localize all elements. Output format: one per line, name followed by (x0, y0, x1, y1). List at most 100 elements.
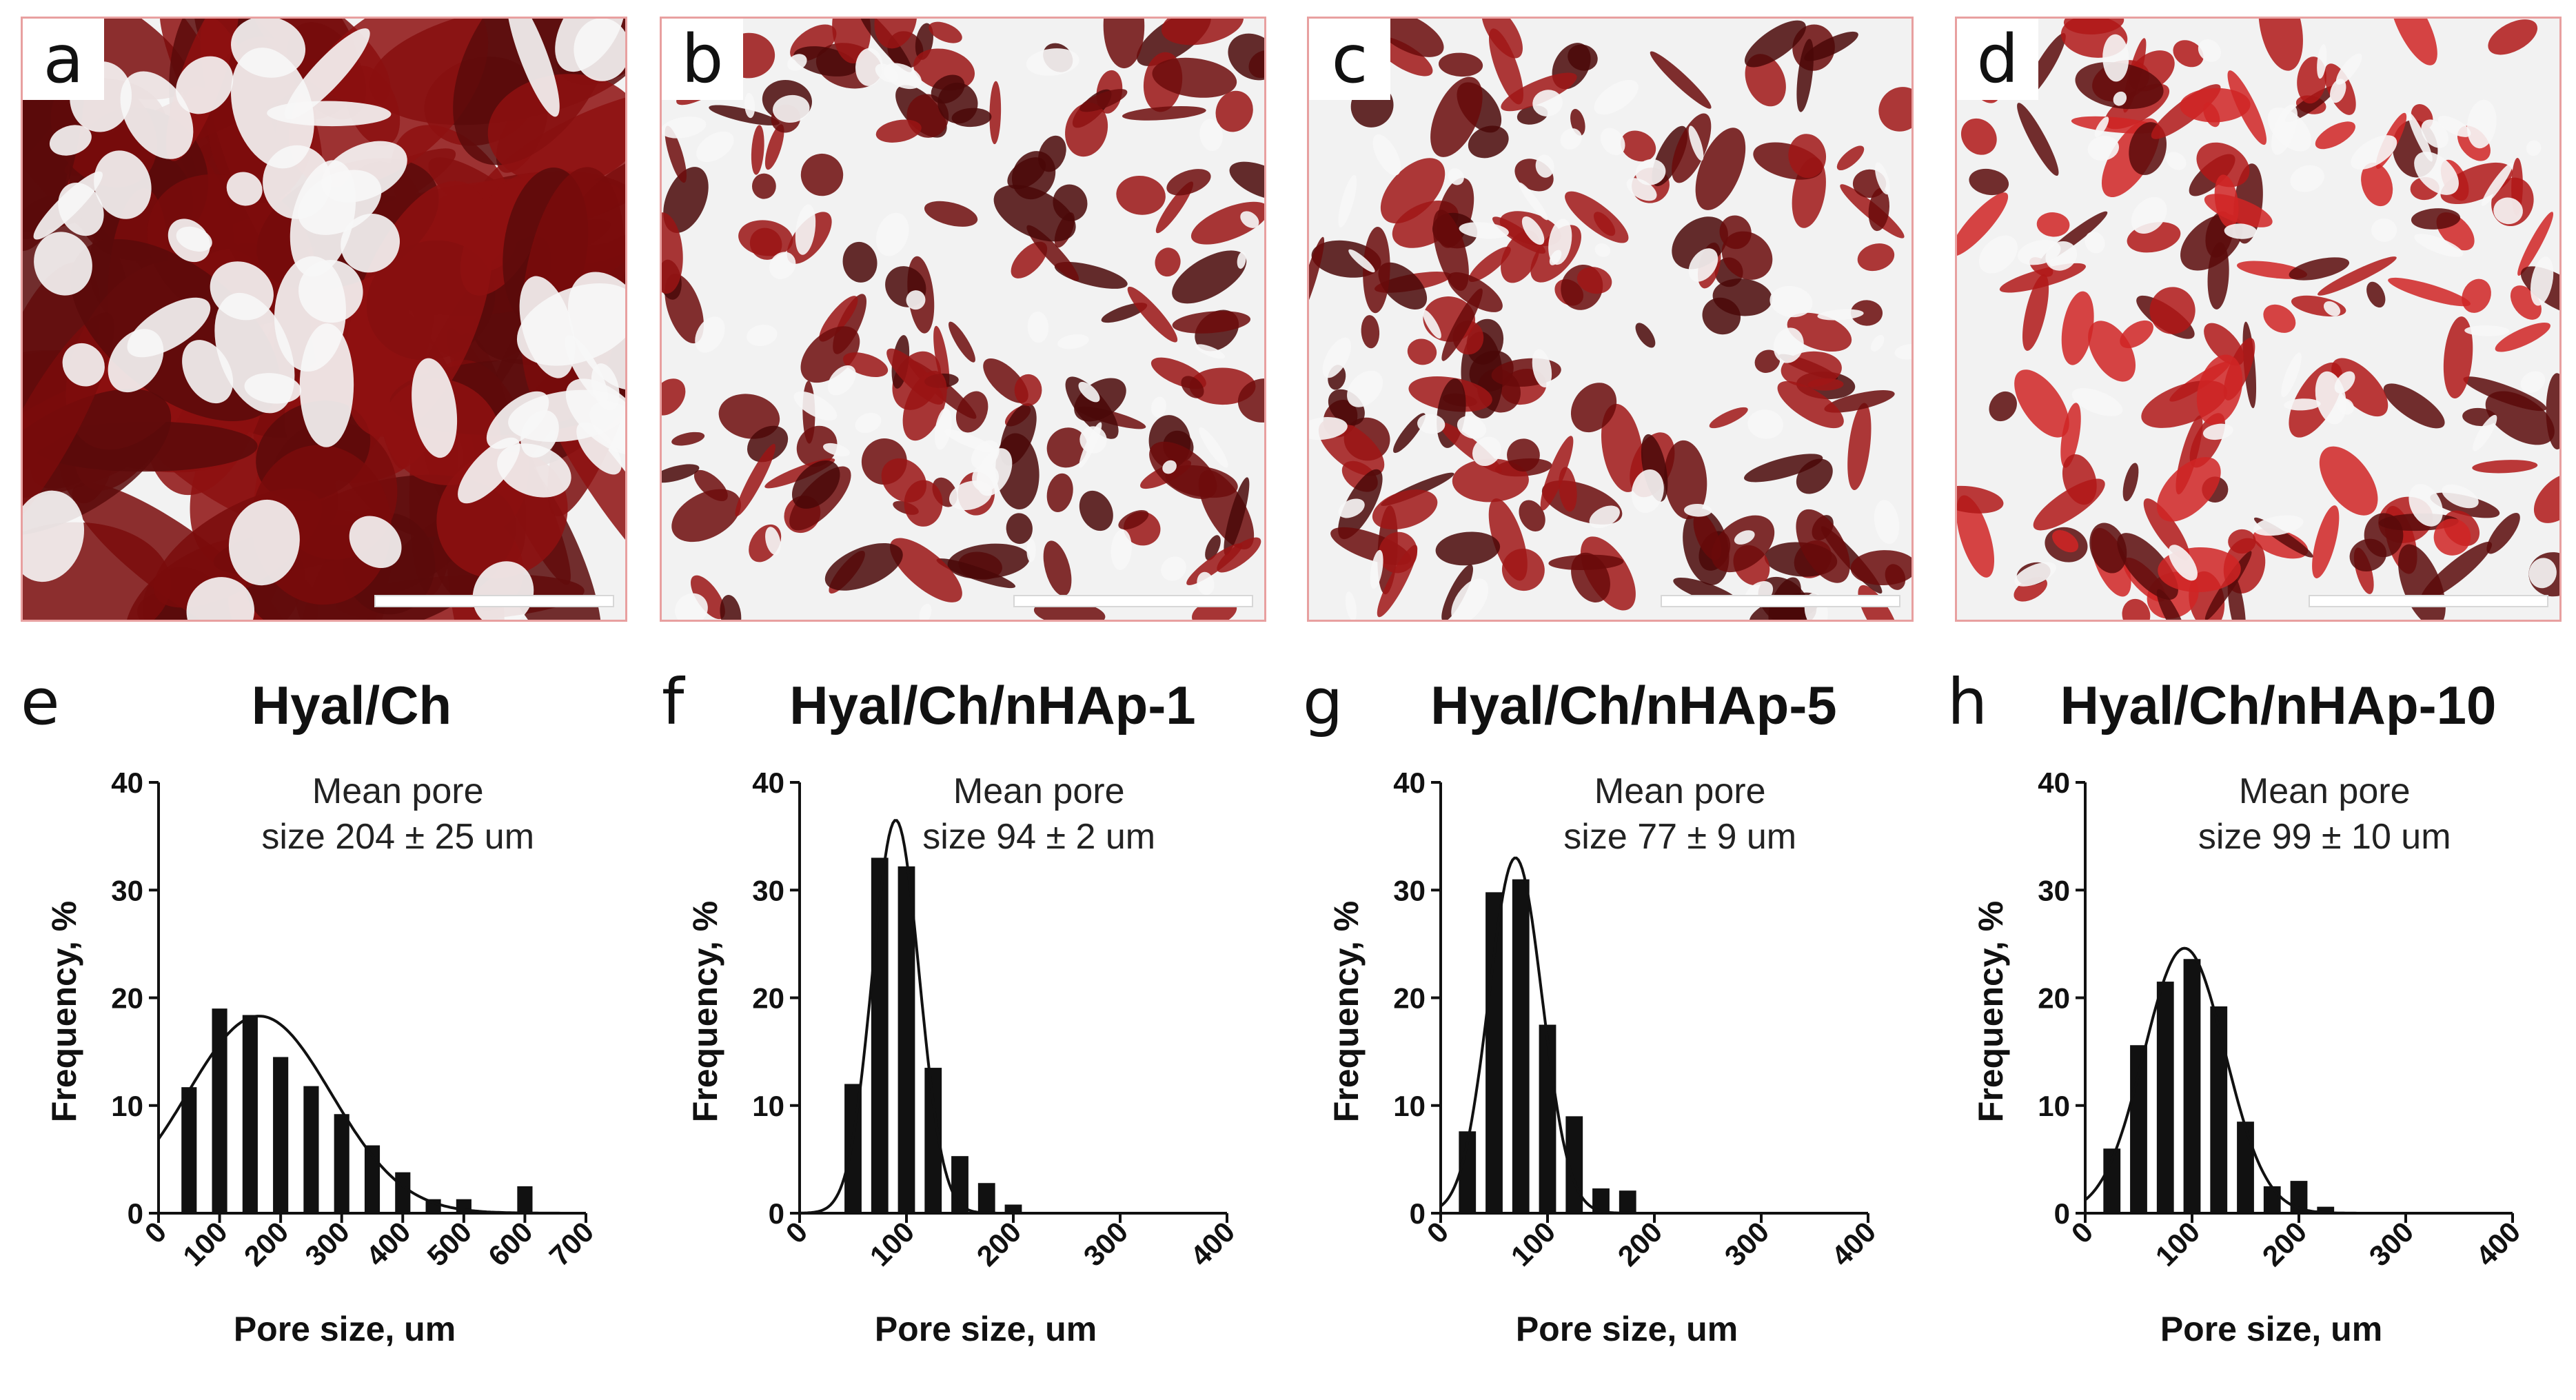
strut-blob (1519, 500, 1545, 532)
strut-blob (23, 389, 172, 536)
strut-blob (1172, 311, 1251, 334)
strut-blob (487, 74, 625, 185)
strut-blob (1989, 391, 2017, 422)
strut-blob (1101, 303, 1148, 323)
gaussian-fit-curve (2084, 946, 2513, 1215)
strut-blob (1878, 87, 1911, 132)
y-tick-label: 10 (2038, 1090, 2070, 1122)
strut-blob (1695, 128, 1746, 210)
pore-blob (1773, 327, 1804, 363)
strut-blob (1492, 216, 1546, 254)
strut-blob (1116, 175, 1166, 215)
pore-blob (1026, 48, 1079, 76)
strut-blob (1804, 31, 1858, 61)
strut-blob (1363, 227, 1390, 314)
x-tick-label: 100 (864, 1215, 921, 1272)
histogram-bar (395, 1172, 411, 1213)
y-tick-label: 20 (2038, 982, 2070, 1015)
strut-blob (1507, 438, 1540, 472)
strut-blob (1540, 436, 1574, 511)
strut-blob (1468, 125, 1509, 159)
pore-blob (2421, 119, 2449, 148)
strut-blob (1850, 300, 1883, 326)
pore-blob (1338, 174, 1357, 227)
strut-blob (1161, 19, 1244, 45)
strut-blob (2389, 19, 2437, 65)
strut-blob (1850, 550, 1911, 586)
x-tick-label: 400 (2470, 1215, 2527, 1272)
pore-blob (2166, 152, 2187, 170)
strut-blob (764, 124, 784, 170)
strut-blob (2361, 162, 2393, 207)
strut-blob (2349, 538, 2387, 572)
strut-blob (2143, 498, 2190, 560)
pore-blob (1688, 248, 1718, 282)
pore-blob (1874, 500, 1900, 545)
pore-blob (1199, 427, 1228, 468)
strut-blob (2203, 102, 2220, 128)
scaffold-texture-c (1309, 19, 1911, 620)
strut-blob (2485, 391, 2555, 445)
pore-blob (2102, 34, 2129, 82)
strut-blob (881, 458, 927, 503)
pore-blob (2224, 223, 2258, 239)
pore-blob (1635, 159, 1666, 185)
strut-blob (2052, 529, 2079, 553)
strut-blob (1014, 374, 1042, 406)
gaussian-fit-curve (799, 819, 1227, 1215)
strut-blob (751, 173, 776, 199)
strut-blob (2196, 354, 2243, 425)
pore-blob (589, 400, 625, 454)
strut-blob (2486, 512, 2520, 554)
strut-blob (2495, 322, 2550, 352)
histogram-bar (2317, 1206, 2335, 1213)
pore-blob (341, 214, 400, 273)
strut-blob (1788, 134, 1827, 179)
strut-blob (1847, 403, 1872, 490)
strut-blob (1650, 51, 1712, 109)
pore-blob (290, 160, 356, 277)
pore-blob (94, 150, 152, 219)
histogram-bar (2156, 982, 2174, 1213)
pore-blob (787, 54, 807, 71)
pore-blob (919, 603, 932, 620)
strut-blob (1215, 90, 1253, 132)
chart-letter-g: g (1303, 665, 1343, 739)
strut-blob (1372, 489, 1438, 530)
pore-blob (2408, 484, 2443, 527)
pore-blob (1589, 505, 1620, 529)
pore-blob (972, 464, 1000, 492)
strut-blob (2122, 598, 2151, 620)
y-axis-label: Frequency, % (1971, 901, 2010, 1122)
strut-blob (2411, 208, 2461, 230)
pore-blob (2442, 484, 2479, 509)
strut-blob (1868, 187, 1890, 232)
strut-blob (947, 543, 1030, 579)
histogram-bar (517, 1186, 533, 1213)
strut-blob (1957, 192, 2009, 256)
strut-blob (2017, 103, 2059, 176)
x-tick-label: 0 (2065, 1215, 2100, 1250)
x-tick-label: 300 (298, 1215, 356, 1272)
strut-blob (1438, 52, 1483, 77)
pore-blob (1747, 409, 1783, 439)
strut-blob (735, 443, 775, 517)
strut-blob (2196, 142, 2250, 187)
scaffold-image-c: c (1307, 17, 1914, 622)
mean-pore-annotation-line1: Mean pore (2239, 771, 2411, 811)
strut-blob (1969, 168, 2009, 196)
strut-blob (2156, 589, 2187, 620)
pore-blob (1519, 182, 1548, 221)
histogram-bar (2183, 959, 2201, 1213)
histogram-bar (1619, 1190, 1636, 1213)
strut-blob (800, 153, 844, 196)
pore-blob (1594, 243, 1611, 257)
strut-blob (1672, 113, 1712, 183)
strut-blob (2312, 505, 2340, 578)
pore-blob (875, 212, 909, 256)
pore-blob (1422, 310, 1441, 339)
strut-blob (875, 119, 922, 143)
pore-blob (2526, 140, 2542, 156)
mean-pore-annotation-line1: Mean pore (953, 771, 1125, 811)
